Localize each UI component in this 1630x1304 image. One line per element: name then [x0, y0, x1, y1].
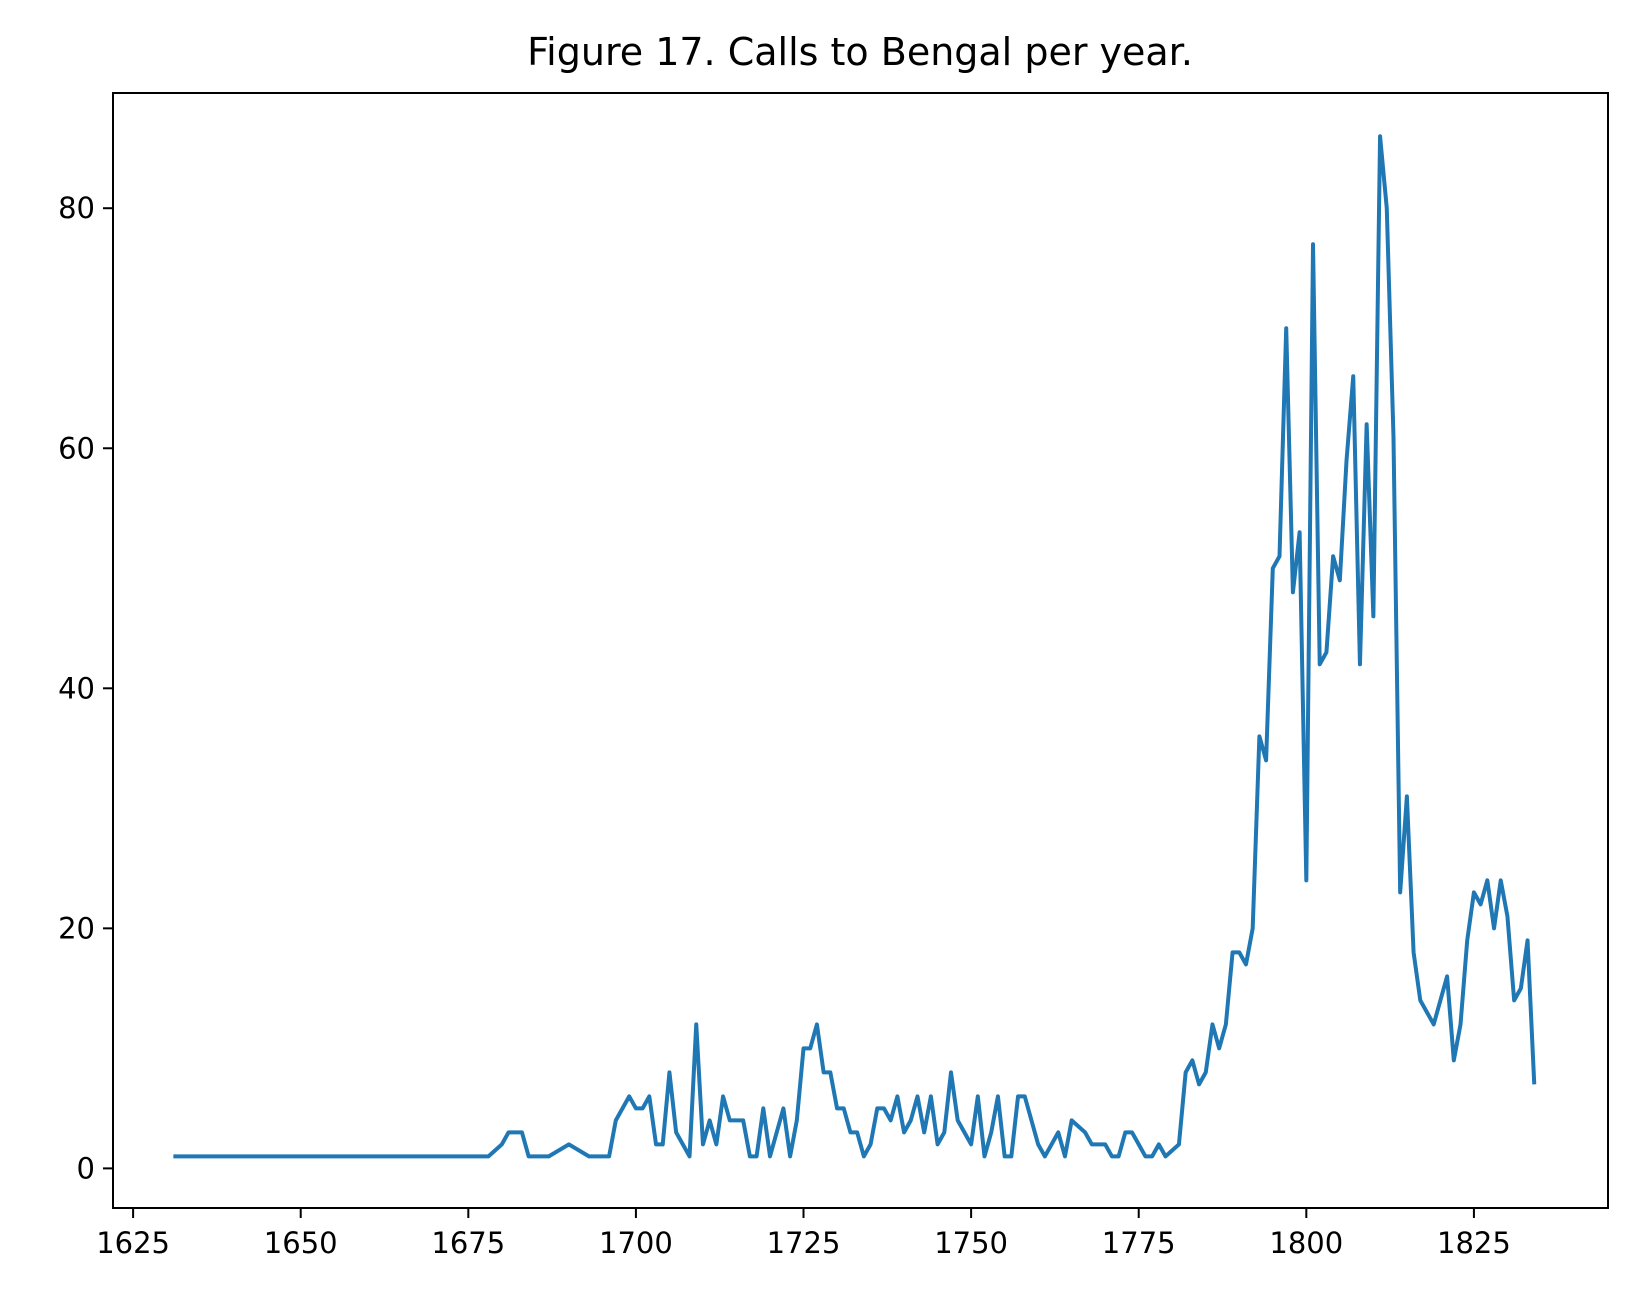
y-tick-label: 20 — [58, 911, 95, 945]
x-tick-label: 1625 — [96, 1226, 170, 1260]
y-axis-ticks: 0 20 40 60 80 — [58, 191, 113, 1185]
x-tick-label: 1700 — [599, 1226, 673, 1260]
y-tick-label: 60 — [58, 431, 95, 465]
series-line — [173, 134, 1537, 1159]
y-tick-label: 0 — [77, 1151, 95, 1185]
x-tick-label: 1775 — [1102, 1226, 1176, 1260]
x-axis-ticks: 1625 1650 1675 1700 1725 1750 1775 1800 1825 — [96, 1208, 1511, 1260]
series-layer — [173, 134, 1537, 1159]
x-tick-label: 1825 — [1437, 1226, 1511, 1260]
x-tick-label: 1725 — [767, 1226, 841, 1260]
x-tick-label: 1750 — [934, 1226, 1008, 1260]
plot-frame — [112, 92, 1609, 1209]
x-tick-label: 1800 — [1269, 1226, 1343, 1260]
x-tick-label: 1675 — [431, 1226, 505, 1260]
y-tick-label: 80 — [58, 191, 95, 225]
x-tick-label: 1650 — [264, 1226, 338, 1260]
chart-title: Figure 17. Calls to Bengal per year. — [527, 30, 1193, 74]
y-tick-label: 40 — [58, 671, 95, 705]
